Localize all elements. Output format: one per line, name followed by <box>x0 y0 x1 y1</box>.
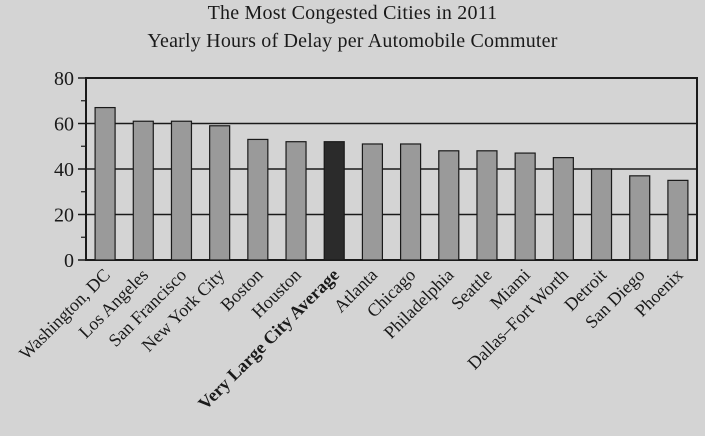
bar <box>285 141 307 261</box>
y-tick-label: 20 <box>54 205 74 227</box>
y-tick-label: 80 <box>54 68 74 90</box>
bar <box>667 179 689 261</box>
bar <box>170 120 193 261</box>
bar <box>629 175 651 261</box>
bar <box>590 168 613 261</box>
y-tick-label: 0 <box>64 250 74 272</box>
bar <box>94 106 116 261</box>
x-tick-label: Seattle <box>447 265 496 314</box>
bar <box>323 141 345 261</box>
chart-title: The Most Congested Cities in 2011 <box>207 2 498 24</box>
bar <box>476 150 498 261</box>
bar <box>399 143 422 261</box>
bar <box>132 120 154 261</box>
chart-subtitle: Yearly Hours of Delay per Automobile Com… <box>147 30 558 52</box>
bar <box>209 125 231 261</box>
bar <box>361 143 384 261</box>
bar <box>552 157 574 261</box>
bar <box>514 152 536 261</box>
bar <box>247 138 269 261</box>
y-tick-label: 60 <box>54 114 74 136</box>
bar <box>438 150 460 261</box>
y-tick-label: 40 <box>54 159 74 181</box>
